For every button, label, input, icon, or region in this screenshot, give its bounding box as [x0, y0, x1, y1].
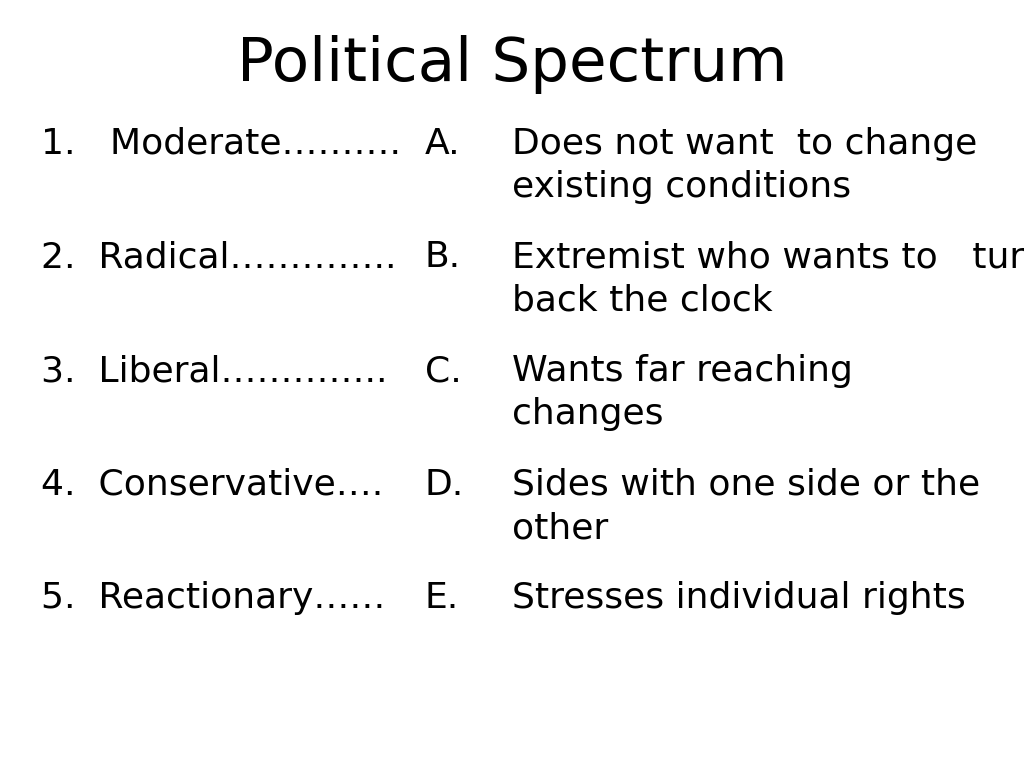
Text: E.: E.	[425, 581, 459, 615]
Text: D.: D.	[425, 468, 464, 502]
Text: Stresses individual rights: Stresses individual rights	[512, 581, 966, 615]
Text: B.: B.	[425, 240, 461, 274]
Text: Political Spectrum: Political Spectrum	[237, 35, 787, 94]
Text: C.: C.	[425, 354, 462, 388]
Text: Extremist who wants to   turn
back the clock: Extremist who wants to turn back the clo…	[512, 240, 1024, 318]
Text: 5.  Reactionary……: 5. Reactionary……	[41, 581, 385, 615]
Text: A.: A.	[425, 127, 461, 161]
Text: 2.  Radical…………..: 2. Radical…………..	[41, 240, 396, 274]
Text: Does not want  to change
existing conditions: Does not want to change existing conditi…	[512, 127, 977, 204]
Text: Wants far reaching
changes: Wants far reaching changes	[512, 354, 853, 432]
Text: 1.   Moderate……….: 1. Moderate……….	[41, 127, 401, 161]
Text: Sides with one side or the
other: Sides with one side or the other	[512, 468, 980, 545]
Text: 4.  Conservative….: 4. Conservative….	[41, 468, 383, 502]
Text: 3.  Liberal…………..: 3. Liberal…………..	[41, 354, 387, 388]
